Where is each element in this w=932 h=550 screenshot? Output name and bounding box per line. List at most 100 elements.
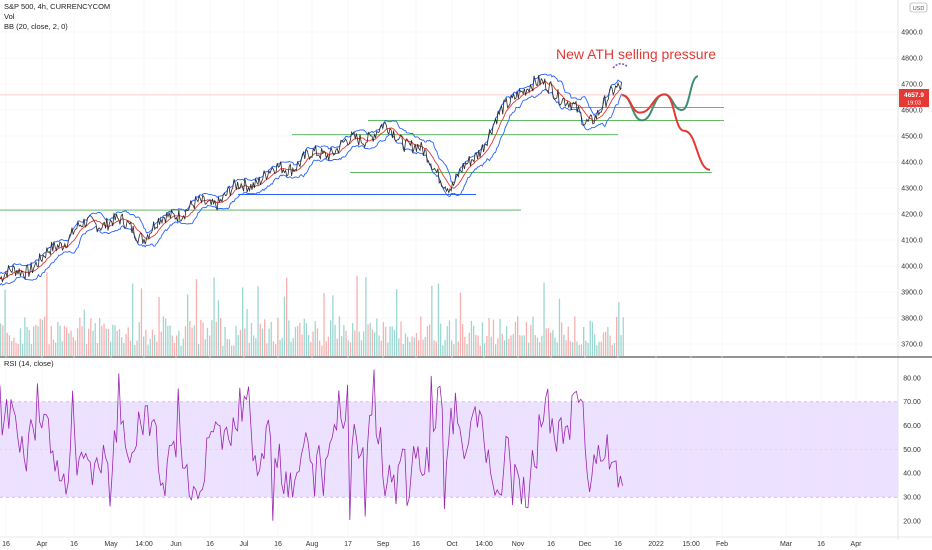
volume-bar (591, 322, 594, 356)
volume-bar (424, 337, 426, 356)
currency-button[interactable] (909, 2, 928, 13)
symbol-legend[interactable]: S&P 500, 4h, CURRENCYCOM (4, 2, 110, 11)
volume-bar (530, 324, 532, 356)
volume-bar (418, 340, 420, 356)
volume-bar (332, 295, 334, 356)
volume-bar (574, 316, 576, 356)
volume-bar (178, 330, 180, 356)
volume-bar (367, 324, 369, 356)
bearish-projection[interactable] (621, 93, 711, 171)
volume-bar (209, 335, 211, 356)
time-axis-labels: 16 Apr 16 May 14:00 Jun 16 Jul 16 Aug 17 Sep 16 Oct 14… (2, 541, 862, 548)
volume-bar (440, 323, 442, 356)
volume-bar (391, 326, 393, 356)
volume-bar (39, 318, 41, 356)
volume-bar (233, 345, 235, 356)
time-tick-label: Aug (306, 541, 319, 548)
volume-bar (369, 322, 371, 356)
volume-bar (349, 342, 352, 356)
volume-bar (206, 327, 209, 356)
rsi-tick-label: 40.00 (903, 471, 921, 478)
volume-bar (15, 342, 17, 356)
volume-bar (578, 344, 580, 356)
volume-bar (420, 316, 422, 356)
volume-bar (321, 345, 323, 356)
volume-bar (138, 322, 140, 356)
projection-lines[interactable] (621, 75, 711, 171)
volume-bar (501, 333, 503, 356)
volume-bar (19, 328, 22, 356)
volume-bar (576, 341, 578, 356)
volume-bar (224, 326, 226, 356)
volume-bar (587, 342, 589, 356)
volume-bar (90, 318, 92, 356)
volume-bar (567, 326, 569, 356)
volume-bar (356, 275, 358, 356)
ath-arc-mark (612, 62, 629, 69)
volume-bar (147, 344, 149, 356)
volume-bar (187, 294, 189, 356)
volume-bar (94, 323, 96, 356)
volume-bar (314, 321, 316, 356)
volume-bar (101, 325, 103, 356)
price-tick-label: 4900.0 (901, 29, 923, 36)
volume-bar (48, 344, 50, 356)
volume-bar (389, 326, 391, 356)
volume-bar (292, 338, 294, 356)
volume-bar (466, 344, 468, 356)
time-tick-label: Oct (447, 541, 458, 548)
rsi-legend[interactable]: RSI (14, close) (4, 359, 54, 368)
volume-bar (184, 326, 187, 356)
volume-bar (281, 337, 283, 356)
rsi-axis-labels: 80.00 70.00 60.00 50.00 40.00 30.00 20.00 (903, 375, 921, 525)
volume-bar (4, 289, 6, 356)
volume-bar (583, 327, 585, 356)
volume-legend[interactable]: Vol (4, 12, 15, 21)
volume-bar (598, 341, 600, 356)
volume-bar (277, 317, 279, 356)
volume-bar (68, 333, 70, 356)
volume-bar (495, 344, 497, 356)
bb-lower-band (0, 88, 623, 286)
rsi-overbought-oversold-band (0, 401, 898, 498)
support-lines[interactable] (0, 94, 898, 211)
price-tick-label: 4000.0 (901, 263, 923, 270)
volume-bar (180, 345, 182, 356)
price-tick-label: 4100.0 (901, 237, 923, 244)
volume-bar (231, 345, 233, 356)
volume-bar (387, 342, 389, 356)
volume-bar (8, 335, 11, 356)
price-tick-label: 4600.0 (901, 107, 923, 114)
volume-bar (510, 335, 512, 356)
volume-bar (393, 329, 396, 356)
bullish-projection[interactable] (621, 75, 699, 122)
volume-bar (539, 342, 541, 356)
time-tick-label: 16 (206, 541, 214, 548)
volume-bar (585, 340, 587, 356)
volume-bar (129, 340, 132, 356)
volume-bar (81, 326, 83, 356)
price-tick-label: 3900.0 (901, 289, 923, 296)
volume-bar (55, 342, 57, 356)
volume-bar (607, 327, 609, 356)
volume-bar (319, 340, 321, 356)
volume-bar (543, 282, 545, 356)
bb-legend[interactable]: BB (20, close, 2, 0) (4, 22, 68, 31)
chart-annotation[interactable]: New ATH selling pressure (556, 46, 716, 62)
volume-bar (123, 343, 125, 356)
volume-bar (435, 341, 437, 356)
volume-bar (594, 334, 596, 356)
rsi-tick-label: 60.00 (903, 423, 921, 430)
volume-bar (88, 328, 90, 356)
volume-bar (345, 330, 347, 356)
volume-bar (552, 330, 554, 356)
volume-bar (561, 322, 563, 356)
rsi-series-line (0, 369, 623, 521)
volume-bar (431, 285, 433, 356)
volume-bar (473, 325, 475, 356)
volume-bar (358, 331, 360, 356)
volume-bar (235, 325, 237, 356)
time-tick-label: 2022 (648, 541, 664, 548)
volume-bar (118, 329, 121, 356)
